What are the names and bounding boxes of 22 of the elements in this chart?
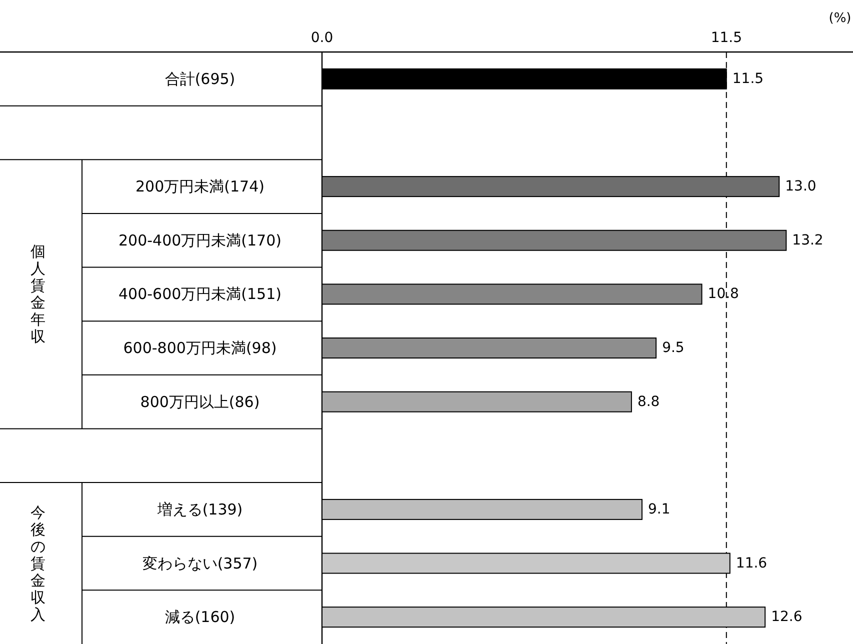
x-axis-title: (%) [828, 11, 852, 26]
data-label: 9.5 [662, 340, 684, 356]
data-label: 11.6 [736, 555, 768, 572]
y-tick-label: 200-400万円未満(170) [118, 231, 282, 250]
text: 個人賃金年収 [30, 242, 46, 346]
data-label: 13.2 [792, 232, 824, 248]
y-tick-label: 400-600万円未満(151) [118, 285, 282, 304]
text: 今後の賃金収入 [30, 503, 46, 624]
data-label: 8.8 [637, 394, 660, 410]
y-tick-label: 800万円以上(86) [140, 392, 260, 411]
data-label: 13.0 [785, 178, 816, 195]
y-tick-label: 600-800万円未満(98) [123, 339, 277, 357]
data-label: 12.6 [771, 609, 802, 626]
data-label: 10.8 [708, 286, 739, 302]
y-tick-label: 合計(695) [164, 70, 236, 88]
x-tick-label: 0.0 [310, 30, 334, 46]
data-label: 9.1 [648, 501, 670, 518]
data-label: 11.5 [732, 70, 764, 87]
y-tick-label: 変わらない(357) [142, 554, 258, 572]
y-tick-label: 増える(139) [156, 500, 243, 518]
y-tick-label: 200万円未満(174) [136, 178, 264, 196]
y-tick-label: 減る(160) [164, 608, 236, 626]
